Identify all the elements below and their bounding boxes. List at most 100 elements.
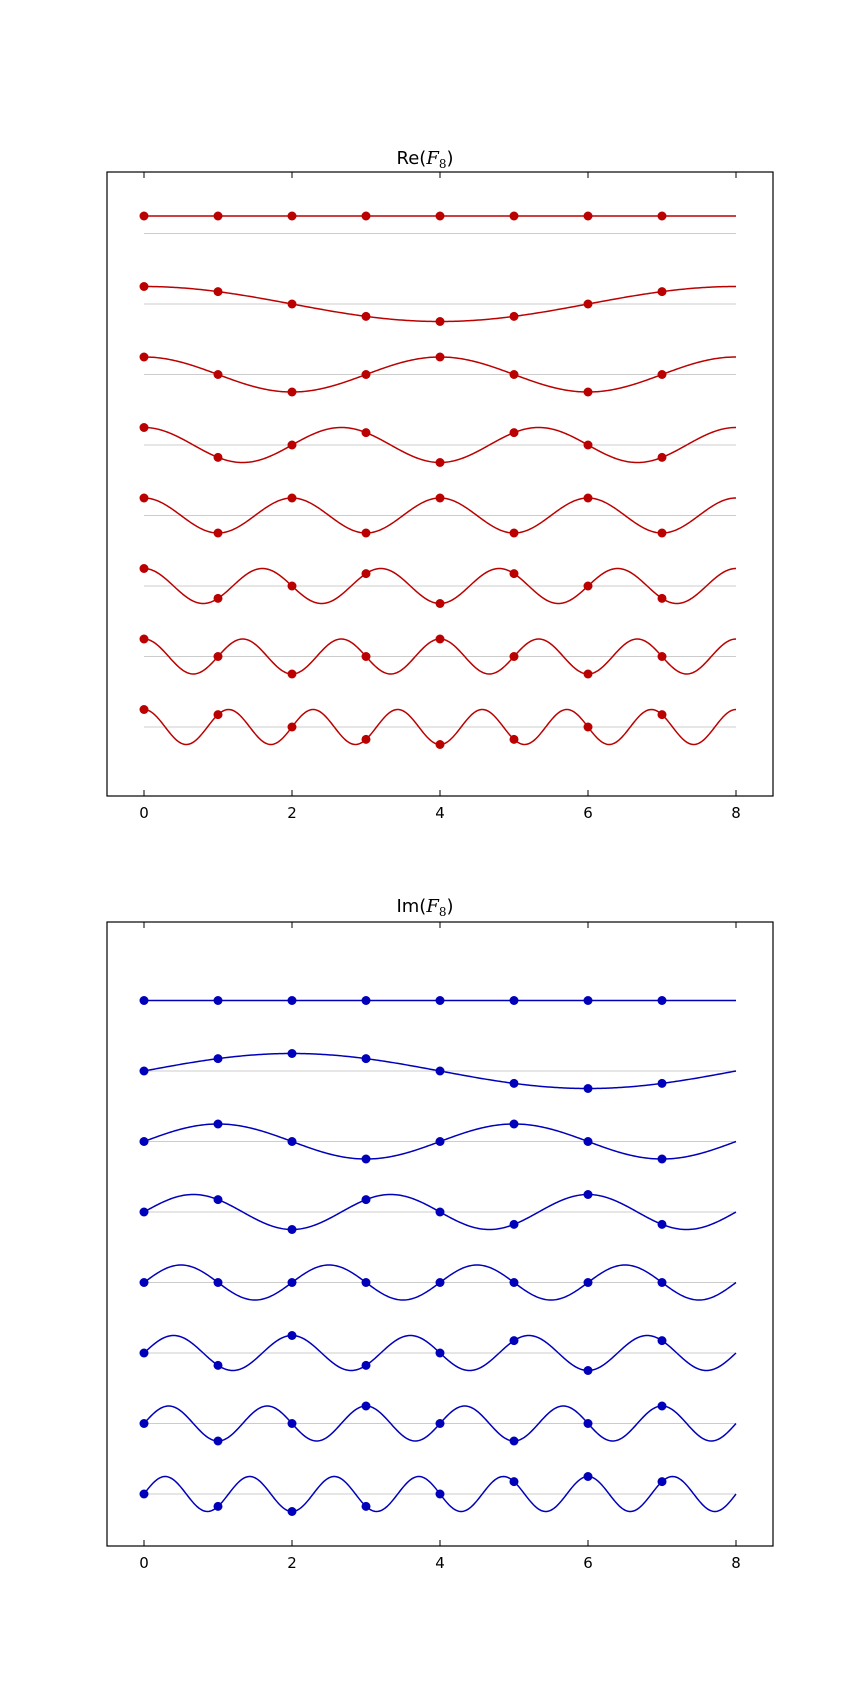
re-point-row-0-n-6 — [583, 211, 593, 221]
im-point-row-7-n-1 — [213, 1501, 223, 1511]
im-xtick-label-0: 0 — [139, 1554, 149, 1572]
im-point-row-2-n-6 — [583, 1137, 593, 1146]
im-point-row-4-n-6 — [583, 1278, 593, 1287]
im-point-row-3-n-5 — [509, 1219, 519, 1229]
re-point-row-3-n-3 — [361, 428, 371, 438]
re-point-row-5-n-4 — [435, 599, 445, 608]
re-point-row-7-n-5 — [509, 734, 519, 744]
im-point-row-7-n-4 — [435, 1489, 445, 1499]
re-point-row-2-n-5 — [509, 370, 519, 379]
im-point-row-0-n-5 — [509, 996, 519, 1005]
im-point-row-0-n-2 — [287, 996, 297, 1005]
re-point-row-6-n-4 — [435, 634, 445, 644]
re-point-row-0-n-5 — [509, 211, 519, 221]
re-point-row-0-n-2 — [287, 211, 297, 221]
im-axes-frame — [106, 921, 774, 1547]
im-point-row-4-n-5 — [509, 1278, 519, 1287]
re-point-row-4-n-7 — [657, 528, 667, 538]
im-point-row-6-n-5 — [509, 1436, 519, 1446]
im-point-row-0-n-7 — [657, 996, 667, 1005]
re-point-row-4-n-1 — [213, 528, 223, 538]
im-point-row-2-n-1 — [213, 1119, 223, 1129]
re-point-row-3-n-4 — [435, 458, 445, 467]
re-point-row-2-n-4 — [435, 352, 445, 362]
re-point-row-6-n-1 — [213, 652, 223, 661]
re-point-row-6-n-7 — [657, 652, 667, 661]
re-point-row-0-n-3 — [361, 211, 371, 221]
im-point-row-1-n-3 — [361, 1054, 371, 1064]
re-point-row-1-n-4 — [435, 317, 445, 326]
im-point-row-4-n-0 — [139, 1278, 149, 1287]
im-point-row-1-n-5 — [509, 1078, 519, 1088]
im-point-row-3-n-0 — [139, 1207, 149, 1217]
re-point-row-5-n-5 — [509, 569, 519, 579]
im-point-row-1-n-2 — [287, 1049, 297, 1058]
im-point-row-7-n-5 — [509, 1477, 519, 1487]
im-point-row-5-n-2 — [287, 1331, 297, 1340]
im-point-row-5-n-5 — [509, 1336, 519, 1346]
re-point-row-7-n-1 — [213, 710, 223, 720]
im-point-row-3-n-7 — [657, 1219, 667, 1229]
im-xtick-label-8: 8 — [731, 1554, 741, 1572]
re-xtick-label-0: 0 — [139, 804, 149, 822]
im-plot-area: 0 2 4 6 8 — [106, 921, 774, 1572]
im-point-row-0-n-3 — [361, 996, 371, 1005]
re-point-row-5-n-7 — [657, 593, 667, 603]
im-point-row-2-n-0 — [139, 1137, 149, 1146]
re-point-row-0-n-7 — [657, 211, 667, 221]
re-point-row-4-n-6 — [583, 493, 593, 503]
im-point-row-2-n-5 — [509, 1119, 519, 1129]
im-point-row-7-n-0 — [139, 1489, 149, 1499]
re-point-row-7-n-4 — [435, 740, 445, 749]
im-point-row-6-n-2 — [287, 1419, 297, 1428]
im-point-row-4-n-1 — [213, 1278, 223, 1287]
im-xtick-label-2: 2 — [287, 1554, 297, 1572]
im-point-row-3-n-1 — [213, 1195, 223, 1205]
im-point-row-3-n-6 — [583, 1190, 593, 1199]
re-point-row-6-n-3 — [361, 652, 371, 661]
re-title-prefix: Re( — [397, 148, 427, 169]
im-point-row-7-n-7 — [657, 1477, 667, 1487]
re-point-row-1-n-2 — [287, 299, 297, 309]
re-point-row-1-n-5 — [509, 311, 519, 321]
im-point-row-6-n-0 — [139, 1419, 149, 1428]
im-point-row-7-n-2 — [287, 1507, 297, 1516]
re-xtick-label-4: 4 — [435, 804, 445, 822]
re-point-row-2-n-2 — [287, 387, 297, 397]
im-point-row-4-n-7 — [657, 1278, 667, 1287]
re-point-row-0-n-1 — [213, 211, 223, 221]
re-point-row-6-n-2 — [287, 669, 297, 679]
re-point-row-4-n-3 — [361, 528, 371, 538]
im-point-row-6-n-6 — [583, 1419, 593, 1428]
re-point-row-3-n-7 — [657, 452, 667, 462]
re-title: Re(F8) — [397, 148, 454, 171]
re-point-row-2-n-0 — [139, 352, 149, 362]
re-axes-frame — [106, 171, 774, 797]
im-point-row-5-n-0 — [139, 1348, 149, 1358]
re-point-row-2-n-3 — [361, 370, 371, 379]
re-xtick-label-2: 2 — [287, 804, 297, 822]
re-point-row-5-n-2 — [287, 581, 297, 591]
re-point-row-2-n-7 — [657, 370, 667, 379]
re-point-row-3-n-5 — [509, 428, 519, 438]
im-point-row-6-n-7 — [657, 1401, 667, 1411]
im-point-row-7-n-3 — [361, 1501, 371, 1511]
re-point-row-7-n-6 — [583, 722, 593, 732]
re-point-row-3-n-1 — [213, 452, 223, 462]
im-point-row-7-n-6 — [583, 1472, 593, 1481]
im-point-row-3-n-4 — [435, 1207, 445, 1217]
im-point-row-1-n-0 — [139, 1066, 149, 1076]
re-point-row-4-n-0 — [139, 493, 149, 503]
re-point-row-1-n-1 — [213, 287, 223, 297]
re-point-row-7-n-0 — [139, 705, 149, 714]
im-title-symbol: F — [425, 896, 440, 917]
re-point-row-2-n-1 — [213, 370, 223, 379]
re-point-row-3-n-6 — [583, 440, 593, 450]
re-point-row-5-n-1 — [213, 593, 223, 603]
re-point-row-1-n-6 — [583, 299, 593, 309]
re-point-row-1-n-7 — [657, 287, 667, 297]
re-point-row-7-n-3 — [361, 734, 371, 744]
im-point-row-4-n-4 — [435, 1278, 445, 1287]
im-point-row-1-n-1 — [213, 1054, 223, 1064]
re-point-row-5-n-6 — [583, 581, 593, 591]
